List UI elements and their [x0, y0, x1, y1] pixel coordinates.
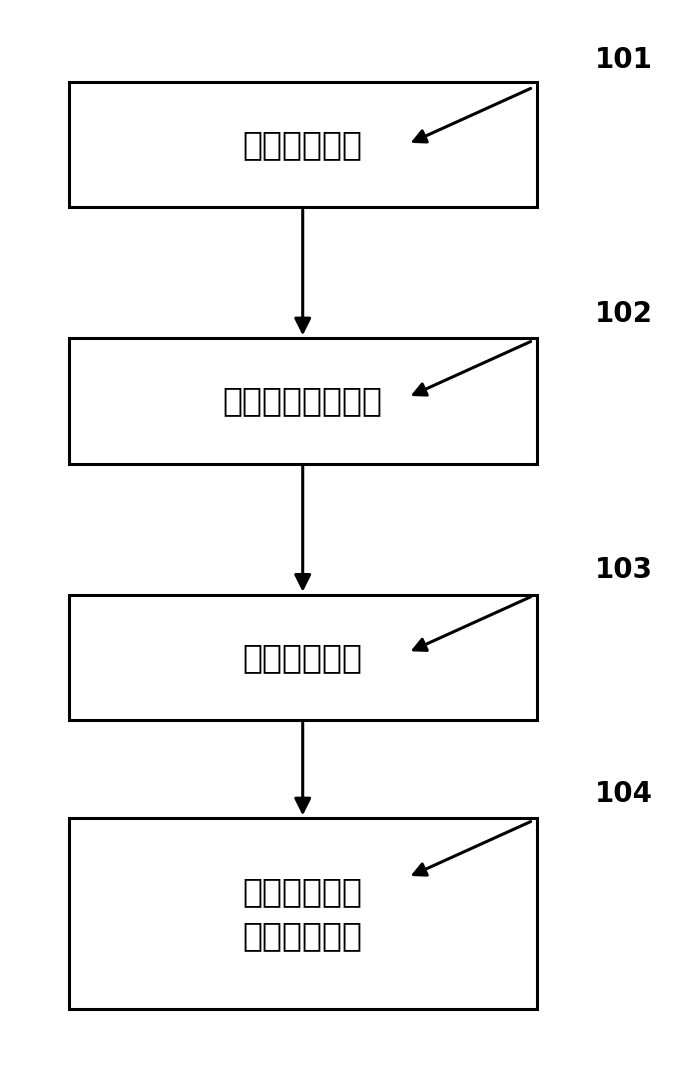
Bar — [69, 338, 537, 464]
Text: 产生参考载波信号: 产生参考载波信号 — [223, 384, 383, 418]
Bar — [69, 82, 537, 207]
Bar — [69, 595, 537, 720]
Text: 103: 103 — [595, 555, 653, 584]
Text: 101: 101 — [595, 46, 653, 74]
Text: 计算调制信号
相位变化位置: 计算调制信号 相位变化位置 — [243, 875, 363, 952]
Bar — [69, 818, 537, 1009]
Text: 102: 102 — [595, 300, 653, 328]
Text: 计算相关函数: 计算相关函数 — [243, 640, 363, 674]
Text: 104: 104 — [595, 780, 653, 808]
Text: 采集调制信号: 采集调制信号 — [243, 128, 363, 161]
